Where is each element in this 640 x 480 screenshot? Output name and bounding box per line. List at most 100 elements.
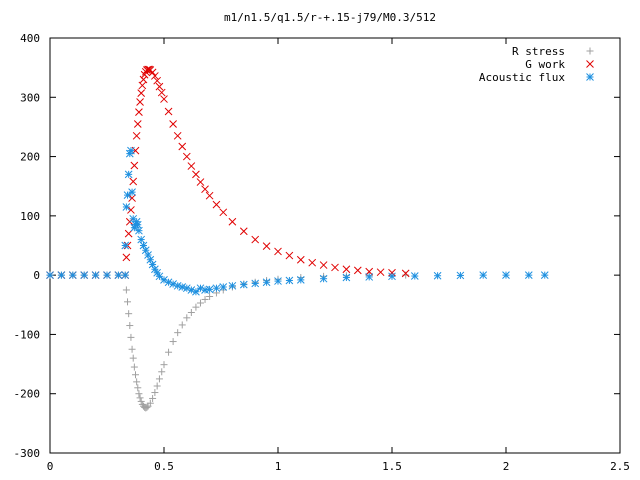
data-point	[57, 271, 66, 279]
data-point	[122, 286, 130, 294]
data-point	[133, 220, 142, 229]
data-point	[135, 108, 143, 116]
data-point	[239, 280, 248, 289]
data-point	[133, 378, 141, 386]
data-point	[103, 271, 111, 279]
data-point	[219, 208, 228, 217]
legend-label: Acoustic flux	[479, 71, 565, 84]
data-point	[133, 120, 142, 128]
data-point	[68, 271, 77, 279]
data-point	[127, 206, 135, 214]
data-point	[132, 371, 139, 379]
data-point	[187, 162, 196, 170]
data-point	[148, 68, 157, 77]
data-point	[165, 348, 173, 356]
data-point	[149, 394, 157, 402]
legend-marker	[586, 60, 594, 68]
x-tick-label: 0	[47, 460, 54, 473]
data-point	[122, 203, 131, 211]
data-point	[433, 271, 442, 280]
data-point	[129, 354, 137, 362]
data-point	[173, 131, 182, 140]
series-r-stress	[46, 271, 410, 412]
data-point	[201, 295, 209, 303]
data-point	[274, 247, 282, 256]
data-point	[160, 361, 168, 369]
data-point	[128, 194, 136, 202]
data-point	[187, 308, 195, 316]
data-point	[123, 191, 132, 199]
data-point	[155, 82, 164, 91]
data-point	[174, 329, 182, 337]
data-point	[196, 178, 205, 186]
data-point	[127, 333, 135, 341]
data-point	[121, 271, 130, 279]
y-tick-label: 0	[33, 269, 40, 282]
data-point	[125, 310, 133, 318]
y-tick-label: 300	[20, 91, 40, 104]
data-point	[91, 271, 100, 279]
data-point	[524, 271, 533, 279]
data-point	[155, 272, 164, 281]
data-point	[251, 279, 260, 288]
data-point	[285, 251, 294, 260]
data-point	[127, 146, 135, 155]
data-point	[134, 384, 142, 392]
data-point	[274, 277, 282, 285]
data-point	[262, 278, 271, 287]
axes-ticks: 0 0.5 1 1.5 2 2.5 400 300 200 100 0 -100 -200 -300	[14, 32, 630, 473]
x-tick-label: 2	[503, 460, 510, 473]
data-point	[114, 271, 123, 279]
data-point	[285, 276, 294, 285]
data-point	[121, 241, 130, 250]
data-point	[456, 271, 465, 280]
plot-frame	[49, 37, 621, 454]
data-point	[182, 152, 191, 161]
y-tick-label: -300	[14, 447, 41, 460]
data-point	[212, 200, 221, 209]
data-point	[331, 263, 339, 272]
data-point	[124, 170, 133, 179]
data-point	[251, 235, 260, 244]
data-point	[164, 107, 173, 116]
data-point	[130, 161, 139, 170]
data-point	[205, 285, 214, 294]
data-point	[296, 255, 305, 264]
y-tick-label: -100	[14, 328, 41, 341]
data-point	[388, 272, 396, 281]
data-point	[122, 253, 131, 262]
x-tick-label: 0.5	[154, 460, 174, 473]
data-point	[129, 177, 138, 186]
data-point	[46, 271, 54, 279]
data-point	[178, 142, 187, 151]
data-point	[192, 303, 200, 311]
data-point	[228, 217, 237, 226]
data-point	[183, 314, 191, 322]
data-point	[137, 397, 145, 405]
data-point	[151, 72, 159, 80]
data-point	[201, 185, 209, 194]
x-tick-label: 1	[275, 460, 282, 473]
data-point	[138, 81, 147, 90]
y-tick-label: -200	[14, 388, 41, 401]
data-point	[157, 88, 166, 97]
data-point	[178, 283, 187, 291]
data-point	[342, 273, 351, 282]
data-point	[126, 322, 134, 330]
data-point	[353, 266, 362, 275]
data-point	[137, 235, 146, 244]
data-point	[128, 345, 136, 353]
chart-title: m1/n1.5/q1.5/r-+.15-j79/M0.3/512	[224, 11, 436, 24]
data-point	[151, 389, 159, 397]
data-point	[206, 292, 214, 300]
data-point	[178, 321, 186, 329]
data-point	[153, 76, 162, 85]
data-point	[169, 120, 177, 128]
legend-label: G work	[525, 58, 565, 71]
legend-marker	[586, 47, 594, 55]
data-point	[124, 298, 132, 306]
data-point	[158, 368, 166, 376]
data-point	[146, 399, 154, 407]
y-tick-label: 100	[20, 210, 40, 223]
data-point	[135, 226, 143, 235]
